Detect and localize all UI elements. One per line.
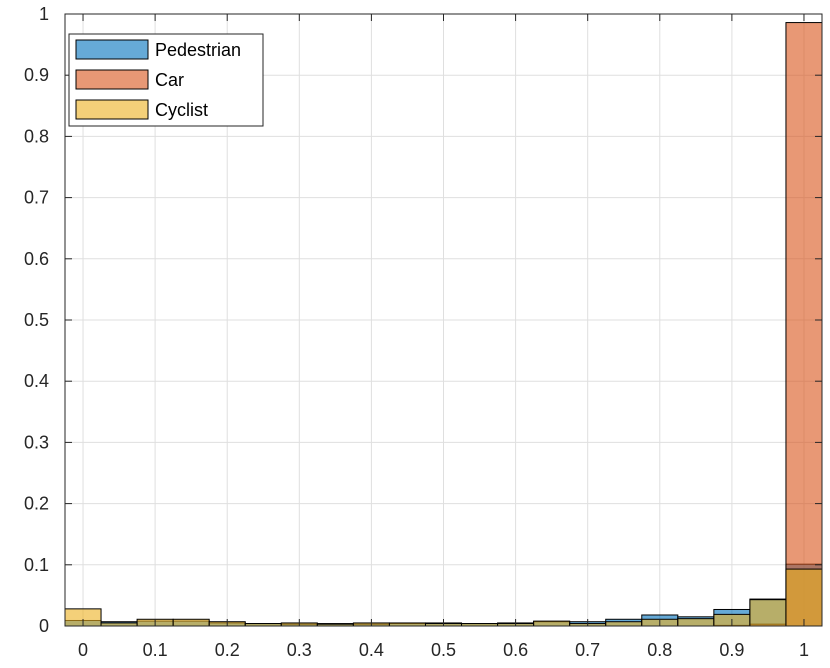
x-tick-label-9: 0.9 [719, 640, 744, 660]
y-tick-label-1: 0.1 [24, 555, 49, 575]
legend-swatch-car [75, 69, 149, 90]
y-tick-label-0: 0 [39, 616, 49, 636]
x-tick-label-5: 0.5 [431, 640, 456, 660]
x-tick-label-4: 0.4 [359, 640, 384, 660]
x-tick-label-10: 1 [799, 640, 809, 660]
y-tick-label-6: 0.6 [24, 249, 49, 269]
y-tick-label-7: 0.7 [24, 188, 49, 208]
bar-cyclist-17 [677, 618, 715, 627]
legend-label-pedestrian: Pedestrian [155, 40, 241, 60]
x-tick-label-3: 0.3 [287, 640, 312, 660]
bar-cyclist-13 [533, 620, 571, 627]
x-tick-label-8: 0.8 [647, 640, 672, 660]
x-tick-label-6: 0.6 [503, 640, 528, 660]
x-tick-label-0: 0 [78, 640, 88, 660]
y-tick-label-3: 0.3 [24, 432, 49, 452]
legend-label-car: Car [155, 70, 184, 90]
y-tick-label-8: 0.8 [24, 126, 49, 146]
bar-cyclist-20 [785, 568, 823, 627]
y-tick-label-9: 0.9 [24, 65, 49, 85]
x-tick-label-7: 0.7 [575, 640, 600, 660]
x-tick-label-1: 0.1 [143, 640, 168, 660]
tick-labels: 0 0.1 0.2 0.3 0.4 0.5 0.6 0.7 0.8 0.9 1 0 0.1 0.2 0.3 0… [24, 4, 822, 660]
legend-label-cyclist: Cyclist [155, 100, 208, 120]
legend-swatch-cyclist [75, 99, 149, 120]
series-car [713, 22, 823, 627]
y-tick-label-4: 0.4 [24, 371, 49, 391]
legend: Pedestrian Car Cyclist [68, 33, 264, 127]
bar-cyclist-19 [749, 599, 787, 627]
bar-cyclist-15 [605, 621, 643, 627]
bar-car-20 [785, 22, 823, 627]
bar-cyclist-3 [172, 618, 210, 627]
y-tick-label-2: 0.2 [24, 494, 49, 514]
y-tick-label-10: 1 [39, 4, 49, 24]
y-tick-label-5: 0.5 [24, 310, 49, 330]
x-tick-label-2: 0.2 [215, 640, 240, 660]
legend-swatch-pedestrian [75, 39, 149, 60]
